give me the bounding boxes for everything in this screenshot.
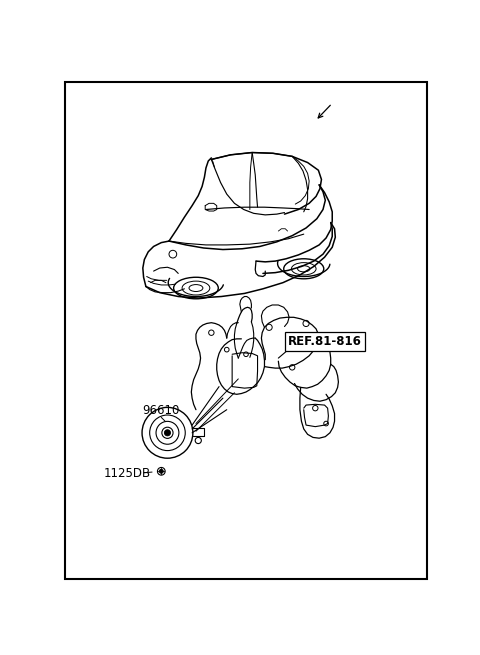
Text: 1125DB: 1125DB [104,467,151,480]
Text: 96610: 96610 [142,404,180,417]
Text: REF.81-816: REF.81-816 [288,335,362,348]
Circle shape [164,430,170,436]
Circle shape [159,470,163,473]
